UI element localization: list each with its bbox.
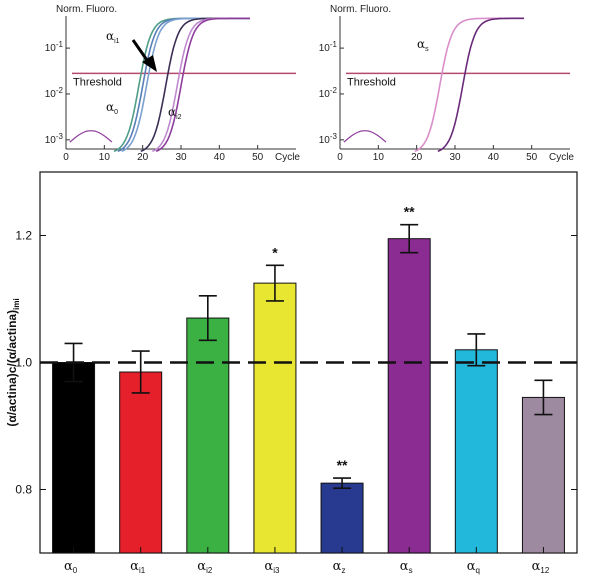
amplification-curve [437,17,524,153]
amplification-plot-right: 10-3 10-2 10-1 0 10 20 30 40 50 Norm. Fluoro. Cycl… [319,4,575,163]
x-tick-label: 50 [252,152,264,163]
x-tick-label: 20 [411,152,423,163]
y-tick-label: 10-1 [45,40,64,54]
x-tick-label: 20 [137,152,149,163]
y-axis-label: (α/actina)c/(α/actina)imi [5,298,21,426]
significance-marker: ** [404,204,415,220]
y-tick-label: 0.8 [15,483,32,497]
bar [387,238,431,554]
x-tick-label: αi2 [197,559,213,575]
y-tick-label: 10-3 [45,132,64,146]
amplification-curve [151,17,250,153]
significance-marker: * [272,244,278,260]
x-tick-label: αi1 [130,559,146,575]
x-tick-label: αq [467,559,480,575]
arrow-shaft [131,39,151,64]
bar [253,282,297,554]
x-tick-label: 30 [175,152,187,163]
x-tick-label: 40 [214,152,226,163]
bar [454,349,498,554]
bar [119,371,163,554]
y-axis-label: Norm. Fluoro. [56,4,117,15]
bar [521,396,565,554]
curve-label: α0 [106,100,118,116]
y-tick-label: 10-2 [45,86,64,100]
x-tick-label: αi3 [264,559,280,575]
x-tick-label: 0 [63,152,69,163]
curve-label: αi2 [168,105,182,121]
x-tick-label: 10 [373,152,385,163]
x-tick-label: αz [333,559,346,575]
bar [186,317,230,554]
y-tick-label: 10-3 [319,132,338,146]
amplification-curve [117,17,250,153]
y-tick-label: 10-2 [319,86,338,100]
amplification-curve [414,17,524,153]
bar [52,362,96,554]
x-tick-label: 10 [99,152,111,163]
threshold-label: Threshold [347,76,396,88]
y-tick-label: 1.0 [15,356,32,370]
x-tick-label: 30 [449,152,461,163]
x-tick-label: α0 [64,559,78,575]
x-axis-label: Cycle [549,152,574,163]
y-tick-label: 1.2 [15,229,32,243]
x-tick-label: α12 [532,559,550,575]
y-axis-label: Norm. Fluoro. [330,4,391,15]
x-tick-label: αs [400,559,413,575]
threshold-label: Threshold [73,76,122,88]
curve-label: αs [417,37,429,53]
amplification-curve [155,17,250,153]
arrow-head [142,55,157,72]
baseline-noise-curve [69,130,113,143]
curve-label: αi1 [106,29,120,45]
bar [320,482,364,554]
amplification-curve [121,17,250,153]
x-tick-label: 0 [337,152,343,163]
expression-bar-chart: 0.8 1.0 1.2 (α/actina)c/(α/actina)imi α0 αi1 α… [5,171,578,575]
baseline-noise-curve [343,130,387,143]
x-axis-label: Cycle [275,152,300,163]
x-tick-label: 50 [526,152,538,163]
x-tick-label: 40 [488,152,500,163]
significance-marker: ** [337,457,348,473]
y-tick-label: 10-1 [319,40,338,54]
amplification-plot-left: 10-3 10-2 10-1 0 10 20 30 40 50 Norm. Fluoro. Cycl… [45,4,301,163]
